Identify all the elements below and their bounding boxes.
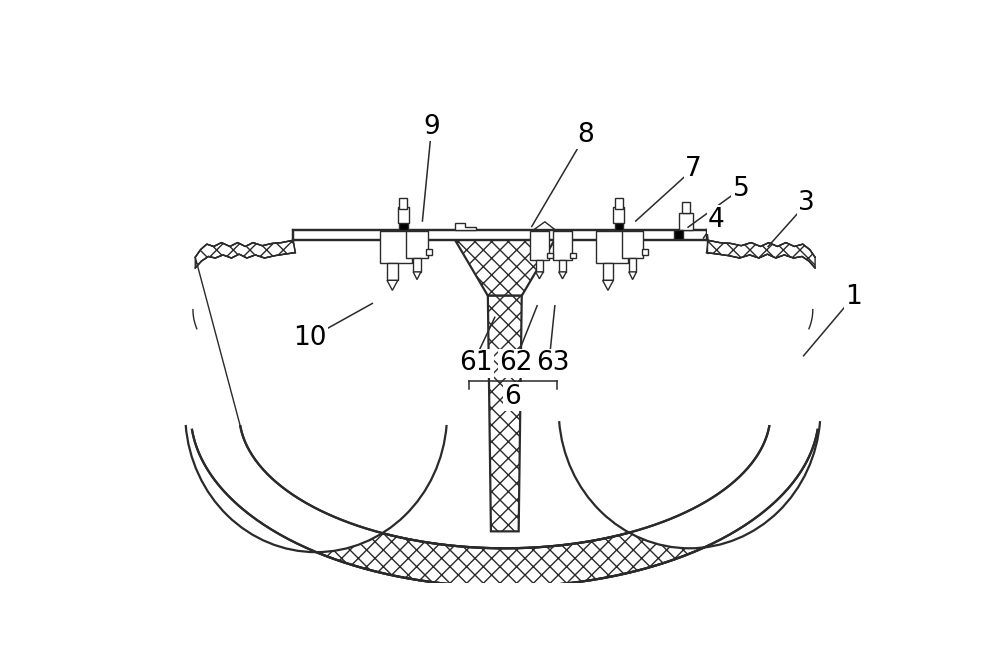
Bar [615,198,623,209]
Polygon shape [192,426,818,587]
Bar [406,231,428,258]
Bar [570,253,576,258]
Bar [426,249,432,255]
Text: 6: 6 [504,384,521,409]
Bar [629,258,636,272]
Bar [399,221,408,229]
Ellipse shape [185,275,447,552]
Polygon shape [387,280,398,290]
Bar [398,207,409,223]
Polygon shape [455,240,555,296]
Bar [387,263,398,280]
Text: 7: 7 [685,156,702,181]
Bar [536,260,543,272]
Polygon shape [455,223,476,229]
Bar [553,231,572,260]
Ellipse shape [559,271,821,548]
Polygon shape [707,240,815,268]
Polygon shape [195,240,295,268]
Text: 5: 5 [733,176,750,202]
Polygon shape [534,222,555,229]
Bar [293,229,707,240]
Text: 63: 63 [536,350,569,377]
Bar [596,231,628,263]
Text: 61: 61 [459,350,492,377]
Text: 10: 10 [293,325,327,351]
Bar [642,249,648,255]
Bar [682,202,690,213]
Polygon shape [559,272,566,279]
Bar [547,253,553,258]
Text: 1: 1 [845,284,862,310]
Bar [622,231,643,258]
Bar [613,207,624,223]
Bar [559,260,566,272]
Text: 3: 3 [798,191,815,216]
Polygon shape [536,272,543,279]
Text: 4: 4 [708,206,725,233]
Bar [413,258,421,272]
Polygon shape [603,280,613,290]
Ellipse shape [197,290,436,544]
Polygon shape [488,296,522,531]
Bar [380,231,412,263]
Bar [530,231,549,260]
Ellipse shape [568,286,811,540]
Text: 8: 8 [577,122,594,148]
Bar [603,263,613,280]
Bar [399,198,407,209]
Bar [674,229,683,239]
Text: 62: 62 [500,350,533,377]
Bar [615,221,623,229]
Bar [679,213,693,229]
Polygon shape [413,272,421,280]
Text: 9: 9 [423,114,440,140]
Polygon shape [629,272,636,280]
